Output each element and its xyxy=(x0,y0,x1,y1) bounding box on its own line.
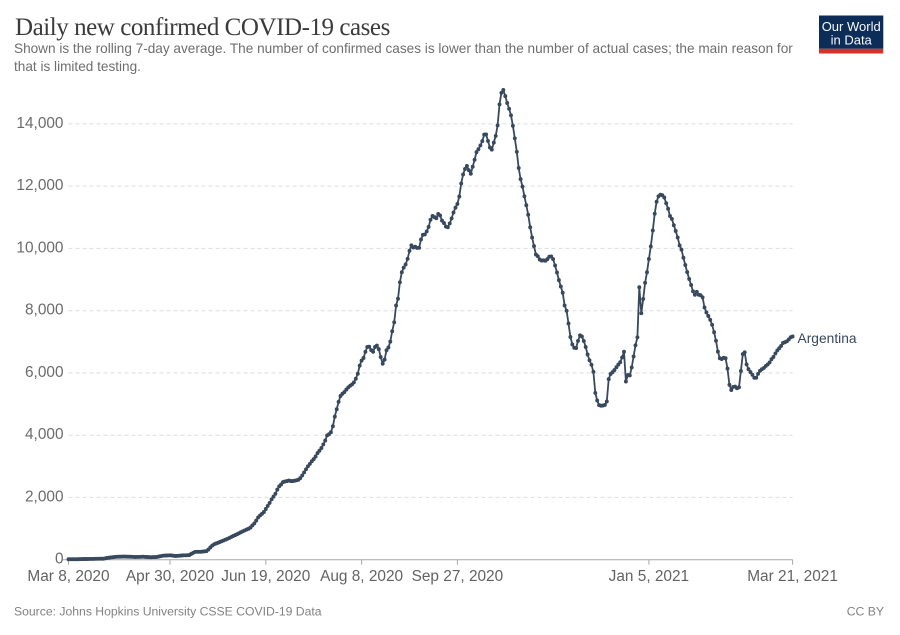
svg-text:Daily new confirmed COVID-19 c: Daily new confirmed COVID-19 cases xyxy=(15,14,390,41)
svg-text:10,000: 10,000 xyxy=(16,239,63,256)
svg-text:Apr 30, 2020: Apr 30, 2020 xyxy=(126,568,214,585)
svg-text:in Data: in Data xyxy=(831,32,873,47)
svg-text:Jan 5, 2021: Jan 5, 2021 xyxy=(609,568,689,585)
svg-text:8,000: 8,000 xyxy=(25,302,64,319)
svg-text:2,000: 2,000 xyxy=(25,488,64,505)
svg-text:4,000: 4,000 xyxy=(25,426,64,443)
svg-text:CC BY: CC BY xyxy=(847,605,884,619)
svg-text:Source: Johns Hopkins Universi: Source: Johns Hopkins University CSSE CO… xyxy=(14,605,322,619)
svg-text:Aug 8, 2020: Aug 8, 2020 xyxy=(320,568,403,585)
svg-text:Shown is the rolling 7-day ave: Shown is the rolling 7-day average. The … xyxy=(14,41,793,56)
svg-text:Argentina: Argentina xyxy=(798,331,857,346)
svg-text:14,000: 14,000 xyxy=(16,115,63,132)
svg-text:Jun 19, 2020: Jun 19, 2020 xyxy=(221,568,310,585)
svg-text:6,000: 6,000 xyxy=(25,364,64,381)
svg-text:0: 0 xyxy=(55,551,64,568)
svg-text:Mar 21, 2021: Mar 21, 2021 xyxy=(747,568,838,585)
svg-text:Sep 27, 2020: Sep 27, 2020 xyxy=(412,568,504,585)
svg-text:Our World: Our World xyxy=(822,19,881,34)
svg-text:Mar 8, 2020: Mar 8, 2020 xyxy=(27,568,109,585)
svg-text:12,000: 12,000 xyxy=(16,177,63,194)
svg-text:that is limited testing.: that is limited testing. xyxy=(14,59,141,74)
